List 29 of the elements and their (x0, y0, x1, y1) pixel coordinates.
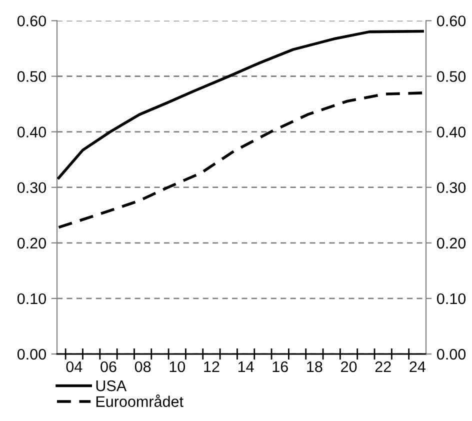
x-tick-label: 24 (410, 361, 426, 372)
y2-tick-label: 0.50 (437, 71, 466, 82)
y-tick-label: 0.00 (17, 348, 46, 360)
x-tick-label: 08 (134, 361, 151, 372)
y2-tick-label: 0.30 (437, 182, 466, 194)
y2-tick-label: 0.10 (437, 293, 466, 304)
line-series (57, 92, 424, 229)
y2-tick-label: 0.00 (437, 348, 466, 360)
y-tick-label: 0.30 (17, 182, 46, 194)
x-tick-label: 10 (170, 361, 186, 372)
y-tick-label: 0.50 (17, 71, 46, 82)
line-series (57, 30, 424, 180)
y2-tick-label: 0.20 (437, 238, 466, 249)
legend-label: Euroområdet (96, 394, 184, 407)
y-tick-label: 0.20 (17, 238, 46, 249)
x-tick-label: 06 (100, 361, 116, 372)
y-tick-label: 0.60 (17, 16, 46, 26)
y-tick-label: 0.40 (17, 126, 46, 138)
x-tick-label: 12 (204, 361, 220, 372)
x-tick-label: 20 (341, 361, 357, 372)
x-tick-label: 14 (238, 362, 254, 372)
y-tick-label: 0.10 (17, 293, 46, 304)
x-tick-label: 18 (307, 361, 322, 372)
legend-label: USA (96, 380, 127, 392)
y2-tick-label: 0.60 (437, 16, 466, 26)
x-tick-label: 22 (375, 361, 391, 372)
y2-tick-label: 0.40 (437, 126, 466, 138)
x-tick-label: 04 (66, 361, 82, 372)
x-tick-label: 16 (272, 361, 288, 372)
